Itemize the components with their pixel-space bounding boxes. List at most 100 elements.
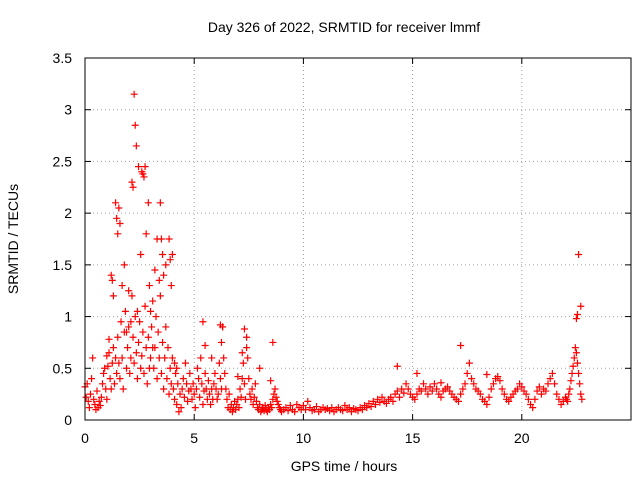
y-tick-label: 0.5 [53,360,73,376]
chart-title: Day 326 of 2022, SRMTID for receiver lmm… [208,19,480,35]
data-point [169,385,177,393]
data-point [141,163,149,171]
data-point [284,407,292,415]
data-point [422,385,430,393]
data-point [459,385,467,393]
data-point [400,389,408,397]
data-point [345,404,353,412]
data-point [196,393,204,401]
data-point [367,403,375,411]
data-point [153,375,161,383]
data-point [127,318,135,326]
data-point [485,393,493,401]
data-point [144,199,152,207]
data-point [149,297,157,305]
data-point [437,393,445,401]
data-point [223,395,231,403]
grid-lines [85,58,631,420]
data-point [129,183,137,191]
data-point [522,390,530,398]
data-point [250,393,258,401]
data-point [193,364,201,372]
data-point [243,333,251,341]
data-point [454,397,462,405]
data-point [125,323,133,331]
data-point [483,400,491,408]
data-point [213,395,221,403]
data-point [132,142,140,150]
data-point [131,121,139,129]
data-point [118,282,126,290]
data-point [97,393,105,401]
data-point [137,364,145,372]
data-point [568,369,576,377]
data-point [184,397,192,405]
data-point [201,369,209,377]
data-point [86,390,94,398]
data-point [179,375,187,383]
data-point [95,397,103,405]
data-point [328,404,336,412]
data-point [114,230,122,238]
data-point [128,178,136,186]
data-point [132,349,140,357]
data-point [112,199,120,207]
data-point [142,230,150,238]
data-point [221,369,229,377]
data-point [98,380,106,388]
data-point [162,323,170,331]
data-point [144,333,152,341]
data-point [239,359,247,367]
data-point [496,377,504,385]
data-point [167,380,175,388]
data-point [168,354,176,362]
data-point [189,380,197,388]
data-point [274,400,282,408]
data-point [256,364,264,372]
data-point [155,276,163,284]
data-point [489,380,497,388]
data-point [139,328,147,336]
data-point [570,354,578,362]
data-point [235,404,243,412]
data-point [468,375,476,383]
data-point [140,369,148,377]
data-point [211,369,219,377]
data-point [165,390,173,398]
data-point [577,302,585,310]
data-point [178,385,186,393]
data-point [183,380,191,388]
data-point [248,385,256,393]
data-point [577,390,585,398]
data-point [498,385,506,393]
data-point [238,349,246,357]
data-point [363,404,371,412]
data-point [219,323,227,331]
data-point [91,400,99,408]
data-point [251,380,259,388]
data-point [244,354,252,362]
data-point [420,380,428,388]
data-point [156,199,164,207]
data-point [205,390,213,398]
data-point [163,375,171,383]
data-point [387,393,395,401]
data-point [159,251,167,259]
data-point [107,271,115,279]
data-points [81,90,586,416]
data-point [268,404,276,412]
data-point [220,354,228,362]
y-tick-label: 0 [64,412,72,428]
data-point [107,385,115,393]
data-point [122,328,130,336]
data-point [148,323,156,331]
data-point [461,380,469,388]
data-point [546,375,554,383]
data-point [175,408,183,416]
data-point [437,379,445,387]
data-point [389,397,397,405]
data-point [142,344,150,352]
data-point [204,377,212,385]
data-point [109,344,117,352]
